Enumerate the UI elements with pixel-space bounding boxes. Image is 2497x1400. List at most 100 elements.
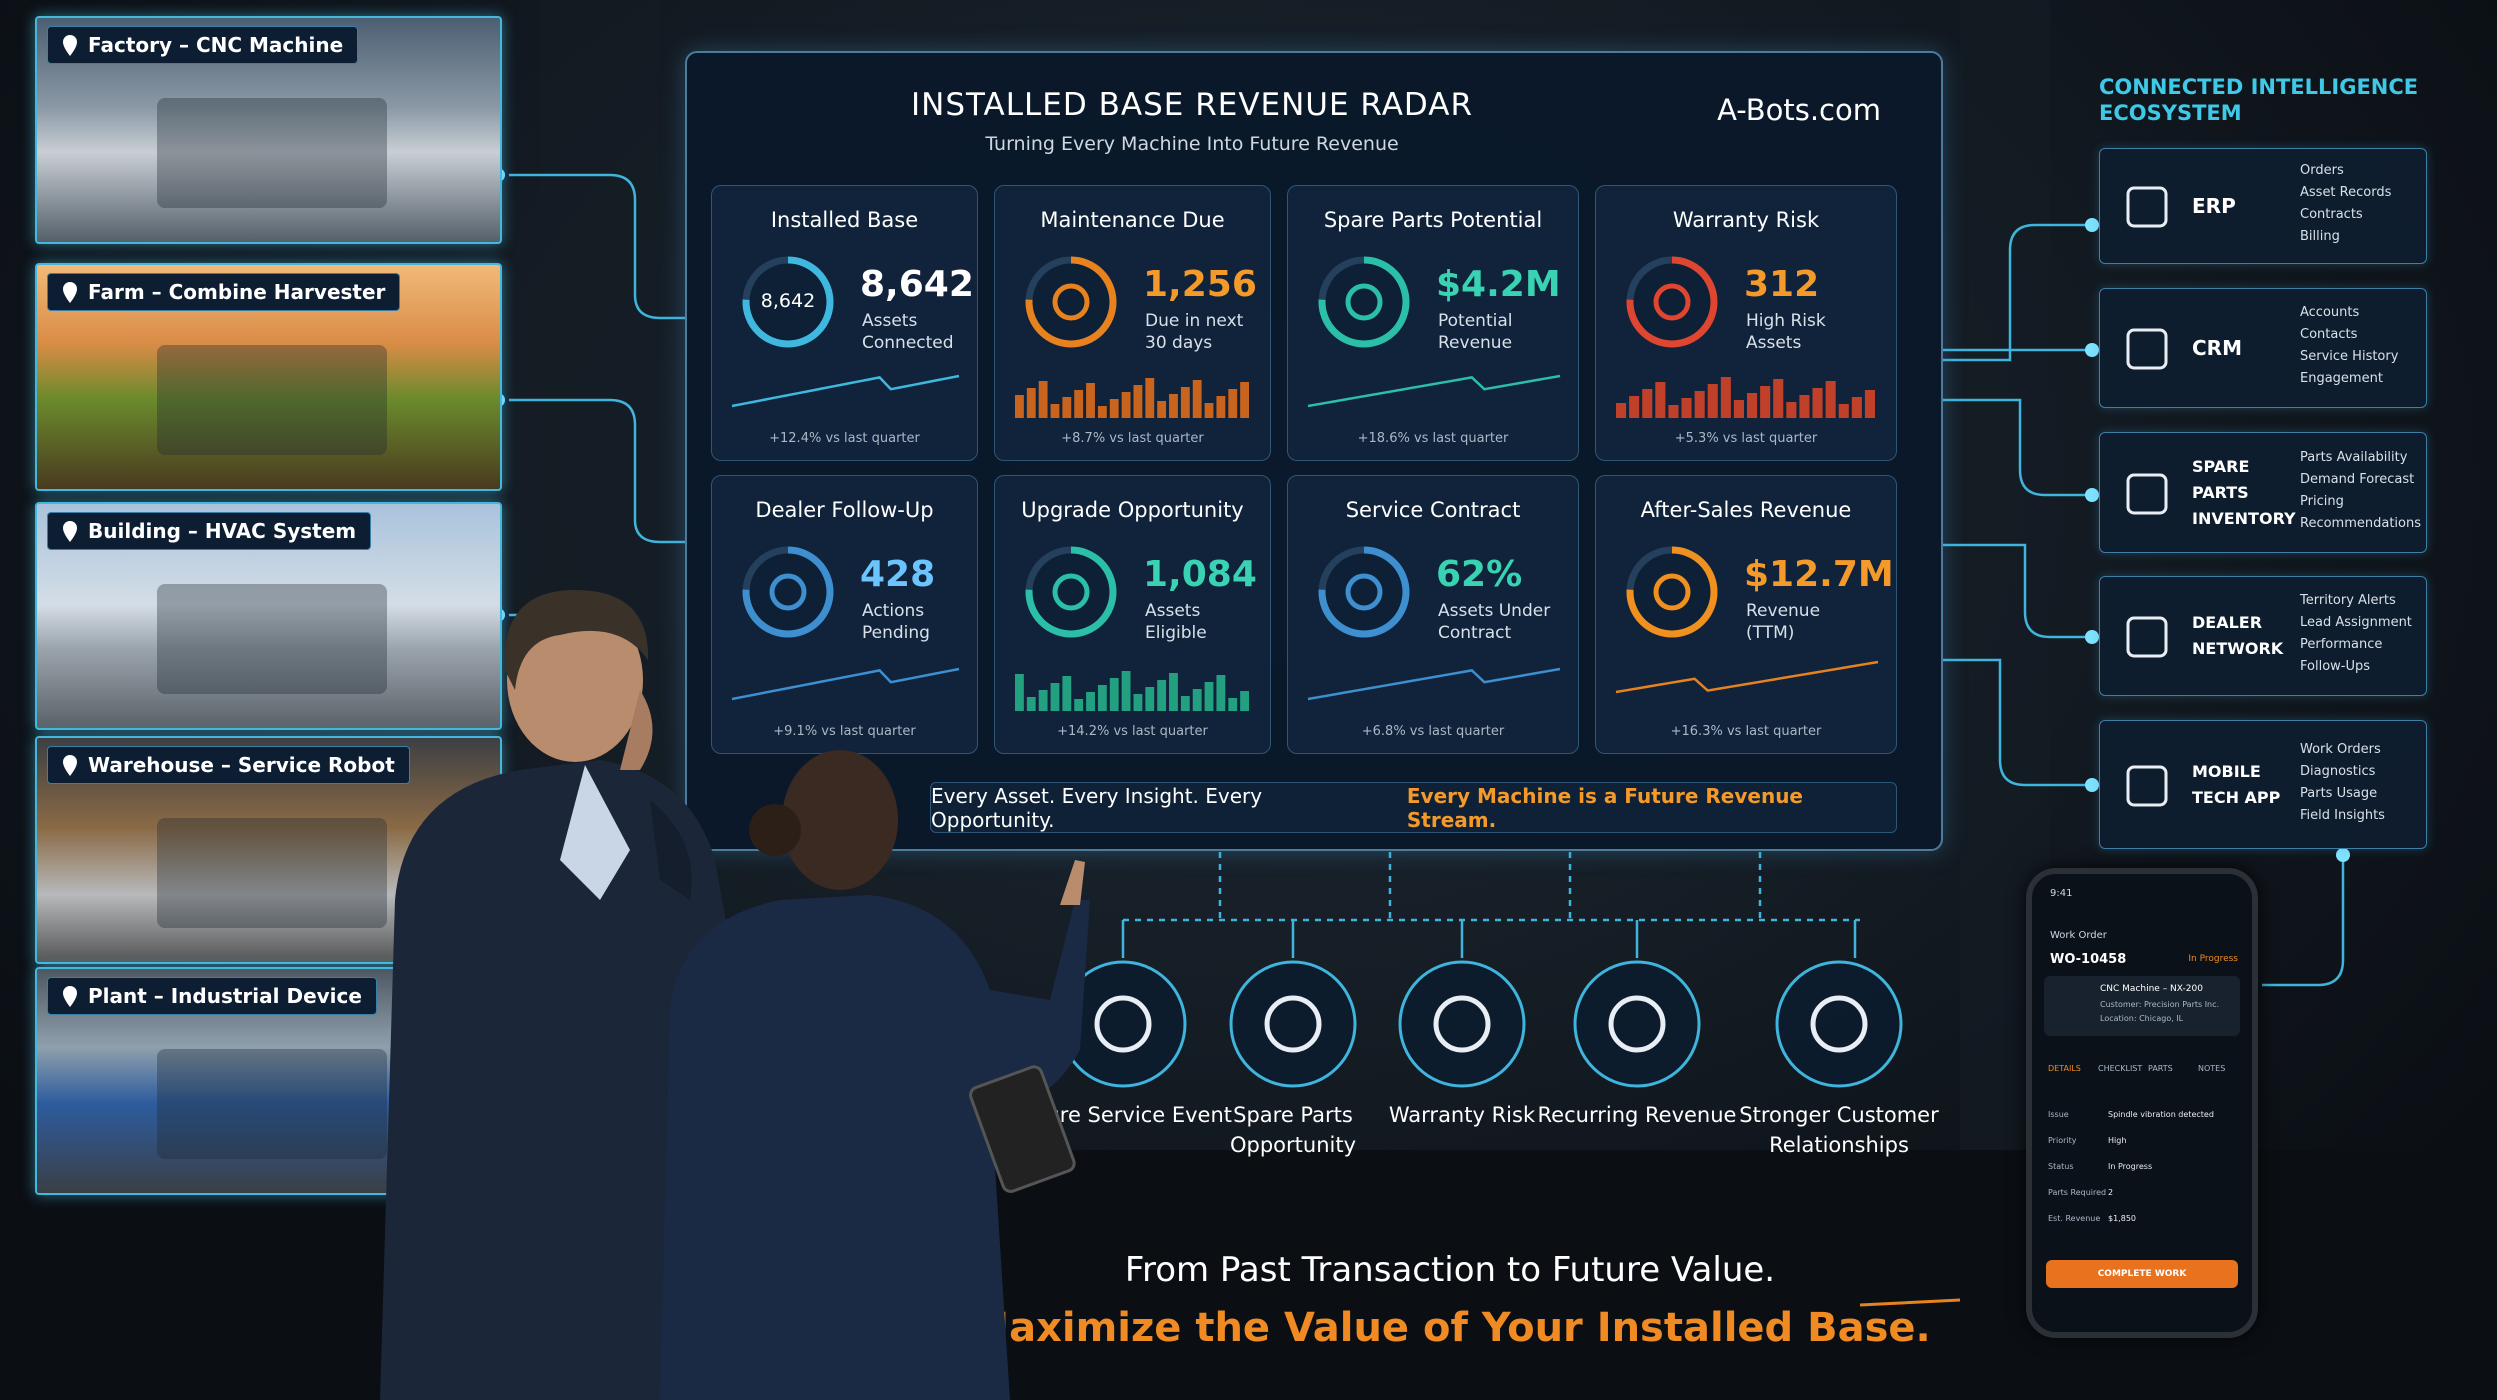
- scene-panel: Building – HVAC System: [35, 502, 502, 730]
- spark-bar: [1026, 697, 1036, 711]
- kpi-trend: +5.3% vs last quarter: [1674, 431, 1818, 446]
- kpi-ring: [742, 546, 834, 638]
- system-item: Performance: [2300, 637, 2383, 652]
- ring-arc: [742, 546, 834, 638]
- spark-bar: [1157, 680, 1167, 711]
- field-label: Parts Required: [2048, 1188, 2107, 1197]
- outcome-label: Recurring Revenue: [1537, 1103, 1737, 1127]
- scene-title: Factory – CNC Machine: [88, 33, 344, 57]
- banner-text: Every Asset. Every Insight. Every Opport…: [931, 783, 1263, 832]
- scene-art: [157, 345, 387, 455]
- spark-bar: [1097, 406, 1107, 418]
- outcome-label: Spare Parts Opportunity: [1229, 1103, 1357, 1157]
- spark-bar: [1097, 685, 1107, 711]
- ring-arc: [1025, 546, 1117, 638]
- spark-bar: [1015, 395, 1024, 418]
- phone-tab: NOTES: [2198, 1064, 2226, 1073]
- scene-label: Factory – CNC Machine: [47, 26, 359, 64]
- system-item: Follow-Ups: [2300, 659, 2371, 674]
- ecosystem-title: CONNECTED INTELLIGENCE ECOSYSTEM: [2099, 75, 2419, 125]
- kpi-title: Maintenance Due: [1040, 208, 1225, 232]
- outcome-icon: [1573, 960, 1701, 1088]
- kpi-value: 1,256: [1143, 264, 1257, 305]
- kpi-label: Assets Eligible: [1145, 601, 1207, 643]
- icon-shape: [2126, 328, 2168, 370]
- spark-bar: [1655, 382, 1666, 418]
- spark-bar: [1074, 390, 1084, 418]
- complete-button[interactable]: COMPLETE WORK: [2046, 1260, 2238, 1288]
- outcome-icon: [1775, 960, 1903, 1088]
- outcome-ring: [1398, 960, 1526, 1088]
- outcome-ring: [1059, 960, 1187, 1088]
- kpi-value: $4.2M: [1436, 264, 1561, 305]
- kpi-ring: [742, 256, 834, 348]
- kpi-trend: +18.6% vs last quarter: [1357, 431, 1509, 446]
- kpi-title: Upgrade Opportunity: [1021, 498, 1244, 522]
- field-value: High: [2108, 1136, 2127, 1145]
- scene-art: [157, 584, 387, 694]
- system-name: MOBILE TECH APP: [2192, 761, 2281, 807]
- machine: [157, 98, 387, 208]
- kpi-label: Revenue (TTM): [1746, 601, 1821, 643]
- spark-bar: [1204, 403, 1214, 418]
- sparkline: [1015, 671, 1249, 711]
- outcome-glyph: [1094, 995, 1152, 1053]
- system-item: Pricing: [2300, 493, 2344, 509]
- scene-title: Building – HVAC System: [88, 519, 357, 543]
- kpi-trend: +9.1% vs last quarter: [773, 724, 916, 739]
- phone-tab: PARTS: [2148, 1064, 2173, 1073]
- system-item: Service History: [2300, 349, 2399, 364]
- system-box: ERP Orders Asset Records Contracts Billing: [2099, 148, 2427, 264]
- kpi-card: Warranty Risk 312 High Risk Assets +5.3% vs…: [1595, 185, 1897, 461]
- spark-bar: [1228, 698, 1238, 711]
- outcome-ring: [1775, 960, 1903, 1088]
- spark-bar: [1192, 689, 1202, 711]
- spark-bar: [1109, 399, 1119, 418]
- spark-bar: [1086, 692, 1095, 711]
- pin-icon: [63, 521, 77, 542]
- kpi-value: 1,084: [1143, 554, 1257, 595]
- spark-bar: [1015, 674, 1024, 711]
- system-box: SPARE PARTS INVENTORY Parts Availability D…: [2099, 432, 2427, 553]
- ring-arc: [1318, 256, 1410, 348]
- kpi-icon: [1052, 573, 1090, 611]
- kpi-ring: [1626, 256, 1718, 348]
- phone-tab: DETAILS: [2048, 1064, 2081, 1073]
- kpi-title: Warranty Risk: [1672, 208, 1820, 232]
- spark-bar: [1812, 388, 1823, 418]
- system-name: ERP: [2192, 194, 2236, 218]
- dashboard: INSTALLED BASE REVENUE RADAR Turning Ever…: [685, 51, 1943, 851]
- kpi-title: Service Contract: [1345, 498, 1521, 522]
- kpi-label: Assets Connected: [862, 311, 954, 353]
- spark-bar: [1133, 385, 1143, 418]
- pin: [63, 521, 77, 542]
- phone-tab: CHECKLIST: [2098, 1064, 2143, 1073]
- scene-title: Warehouse – Service Robot: [88, 753, 395, 777]
- outcome-ring: [1229, 960, 1357, 1088]
- kpi-card: Service Contract 62% Assets Under Contract…: [1287, 475, 1579, 754]
- spark-bar: [1157, 401, 1167, 418]
- system-icon: [2126, 186, 2168, 228]
- kpi-value: $12.7M: [1744, 554, 1894, 595]
- spark-bar: [1169, 673, 1178, 711]
- kpi-value: 312: [1744, 264, 1820, 305]
- sparkline: [1015, 378, 1249, 418]
- machine-location: Location: Chicago, IL: [2100, 1014, 2184, 1023]
- kpi-value: 8,642: [860, 264, 974, 305]
- sparkline: [1616, 377, 1875, 418]
- system-item: Contracts: [2300, 207, 2363, 222]
- spark-bar: [1629, 396, 1640, 418]
- spark-bar: [1825, 381, 1836, 418]
- sparkline: [1307, 667, 1561, 701]
- spark-bar: [1121, 392, 1131, 418]
- spark-bar: [1228, 389, 1238, 418]
- field-value: 2: [2108, 1188, 2114, 1197]
- spark-bar: [1240, 691, 1249, 711]
- kpi-title: Installed Base: [770, 208, 919, 232]
- spark-bar: [1720, 377, 1731, 418]
- machine-name: CNC Machine – NX-200: [2100, 984, 2203, 994]
- spark-bar: [1773, 379, 1784, 418]
- spark-bar: [1799, 395, 1810, 418]
